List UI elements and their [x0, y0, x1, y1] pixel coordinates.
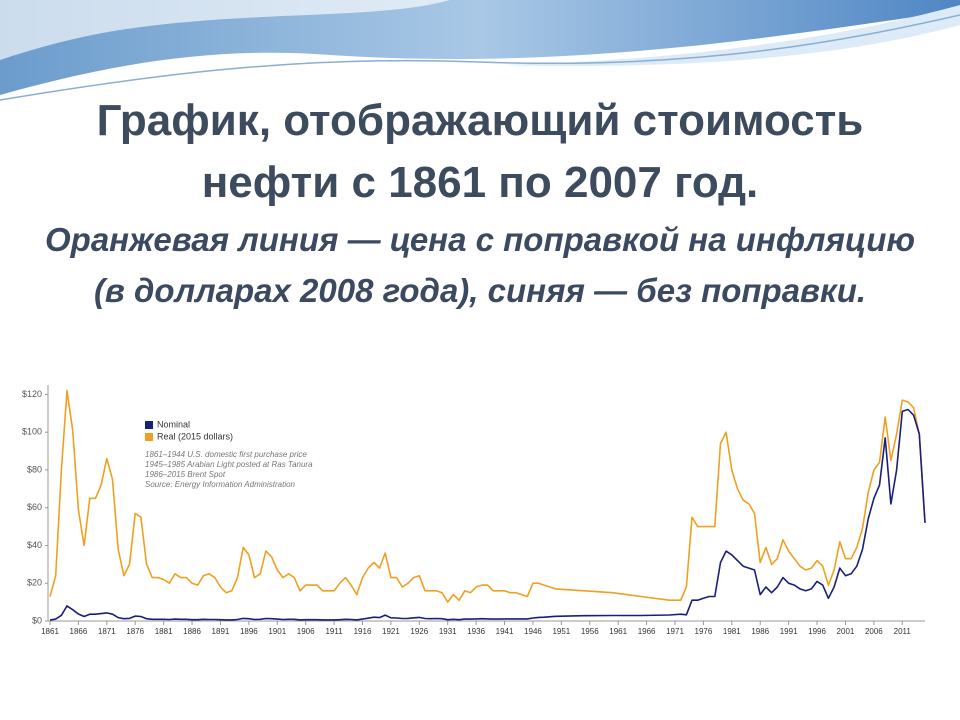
note: 1861–1944 U.S. domestic first purchase p…: [145, 450, 307, 459]
x-tick-label: 1931: [439, 627, 457, 636]
wave-line: [0, 14, 960, 101]
x-tick-label: 1896: [240, 627, 258, 636]
x-tick-label: 1961: [609, 627, 627, 636]
x-tick-label: 1936: [467, 627, 485, 636]
x-tick-label: 1966: [638, 627, 656, 636]
y-tick-label: $100: [22, 427, 42, 437]
y-tick-label: $20: [27, 578, 42, 588]
series-line: [49, 408, 926, 621]
x-tick-label: 2001: [837, 627, 855, 636]
series-line: [49, 389, 926, 603]
legend-swatch: [145, 421, 153, 429]
slide-title: График, отображающий стоимость нефти с 1…: [96, 96, 864, 207]
x-tick-label: 1866: [70, 627, 88, 636]
y-tick-label: $60: [27, 502, 42, 512]
y-tick-label: $80: [27, 464, 42, 474]
x-tick-label: 1921: [382, 627, 400, 636]
x-tick-label: 1916: [354, 627, 372, 636]
legend-label: Nominal: [157, 419, 190, 429]
note: 1986–2015 Brent Spot: [145, 470, 226, 479]
wave-highlight: [0, 0, 450, 60]
x-tick-label: 1946: [524, 627, 542, 636]
x-tick-label: 1876: [126, 627, 144, 636]
y-tick-label: $0: [32, 615, 42, 625]
x-tick-label: 1906: [297, 627, 315, 636]
slide-subtitle: Оранжевая линия — цена с поправкой на ин…: [45, 221, 915, 309]
x-tick-label: 1901: [268, 627, 286, 636]
y-tick-label: $40: [27, 540, 42, 550]
x-tick-label: 1941: [496, 627, 514, 636]
x-tick-label: 1986: [751, 627, 769, 636]
x-tick-label: 2011: [894, 627, 912, 636]
x-tick-label: 1996: [808, 627, 826, 636]
x-tick-label: 1871: [98, 627, 116, 636]
x-tick-label: 1861: [41, 627, 59, 636]
y-tick-label: $120: [22, 389, 42, 399]
wave: [0, 0, 960, 95]
x-tick-label: 1926: [410, 627, 428, 636]
header-decoration: [0, 0, 960, 101]
x-tick-label: 1886: [183, 627, 201, 636]
x-tick-label: 1891: [212, 627, 230, 636]
x-tick-label: 1981: [723, 627, 741, 636]
note: Source: Energy Information Administratio…: [145, 480, 296, 489]
x-tick-label: 1951: [552, 627, 570, 636]
note: 1945–1985 Arabian Light posted at Ras Ta…: [145, 460, 313, 469]
x-tick-label: 1956: [581, 627, 599, 636]
x-tick-label: 2006: [865, 627, 883, 636]
x-tick-label: 1881: [155, 627, 173, 636]
x-tick-label: 1971: [666, 627, 684, 636]
x-tick-label: 1976: [695, 627, 713, 636]
legend-label: Real (2015 dollars): [157, 431, 233, 441]
legend-swatch: [145, 433, 153, 441]
chart: $0 $20 $40 $60 $80 $100 $120 1861 1866 1871 1876 18…: [22, 385, 926, 636]
x-tick-label: 1991: [780, 627, 798, 636]
x-tick-label: 1911: [325, 627, 343, 636]
